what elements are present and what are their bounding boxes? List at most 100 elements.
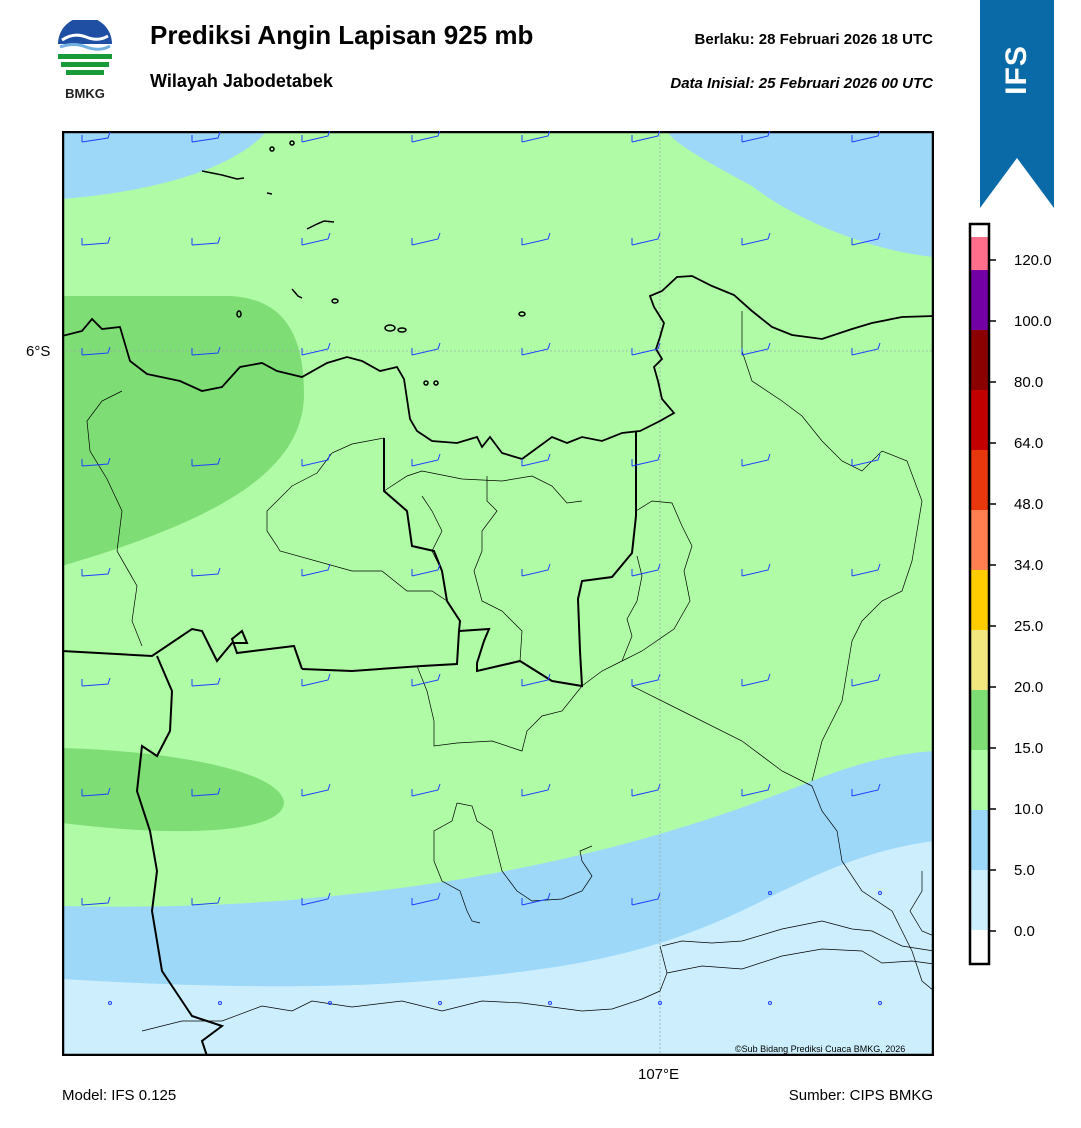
model-label: Model: IFS 0.125 bbox=[62, 1087, 177, 1104]
wind-barb bbox=[411, 131, 441, 143]
colorbar-bin bbox=[970, 750, 989, 810]
wind-barb bbox=[741, 563, 771, 577]
colorbar-bin bbox=[970, 870, 989, 930]
wind-barb bbox=[411, 673, 441, 687]
colorbar-bin bbox=[970, 570, 989, 630]
wind-barb bbox=[301, 563, 331, 577]
province-border-south bbox=[301, 630, 460, 673]
wind-barb bbox=[411, 783, 441, 797]
calm-wind-marker bbox=[658, 1001, 662, 1005]
wind-barb bbox=[741, 342, 771, 356]
wind-barb bbox=[631, 563, 661, 577]
region-subtitle: Wilayah Jabodetabek bbox=[150, 71, 333, 91]
wind-barb bbox=[301, 783, 331, 797]
district-boundaries bbox=[86, 311, 934, 1032]
wind-barb bbox=[851, 783, 881, 797]
colorbar-bin bbox=[970, 450, 989, 510]
colorbar-bin bbox=[970, 330, 989, 390]
wind-barbs bbox=[81, 131, 882, 1005]
wind-barb bbox=[191, 131, 221, 143]
wind-barb bbox=[521, 342, 551, 356]
colorbar-tick-label: 15.0 bbox=[1014, 740, 1043, 757]
wind-barb bbox=[81, 457, 111, 467]
wind-barb bbox=[81, 131, 111, 143]
wind-barb bbox=[521, 892, 551, 906]
colorbar-bin bbox=[970, 690, 989, 750]
map-frame bbox=[62, 131, 934, 1056]
wind-barb bbox=[301, 453, 331, 467]
wind-barb bbox=[521, 131, 551, 143]
calm-wind-marker bbox=[768, 1001, 772, 1005]
wind-barb bbox=[521, 563, 551, 577]
wind-barb bbox=[191, 896, 221, 906]
wind-zone-light-topleft bbox=[62, 131, 267, 199]
wind-map bbox=[62, 131, 934, 1056]
wind-zone-fresh-1 bbox=[62, 296, 304, 566]
wind-barb bbox=[851, 232, 881, 246]
wind-barb bbox=[411, 342, 441, 356]
wind-barb bbox=[851, 673, 881, 687]
logo-text: BMKG bbox=[65, 86, 105, 101]
thousand-islands bbox=[201, 140, 526, 386]
colorbar-bin bbox=[970, 237, 989, 270]
calm-wind-marker bbox=[108, 1001, 112, 1005]
colorbar-bin bbox=[970, 810, 989, 870]
bmkg-logo-icon bbox=[52, 17, 118, 102]
wind-barb bbox=[301, 673, 331, 687]
wind-barb bbox=[631, 783, 661, 797]
colorbar-bin bbox=[970, 270, 989, 330]
wind-barb bbox=[191, 346, 221, 356]
wind-barb bbox=[851, 342, 881, 356]
wind-barb bbox=[741, 673, 771, 687]
wind-barb bbox=[521, 673, 551, 687]
calm-wind-marker bbox=[878, 1001, 882, 1005]
colorbar-tick-label: 20.0 bbox=[1014, 679, 1043, 696]
wind-barb bbox=[81, 896, 111, 906]
colorbar-bin bbox=[970, 630, 989, 690]
calm-wind-marker bbox=[878, 891, 882, 895]
wind-barb bbox=[301, 342, 331, 356]
wind-barb bbox=[191, 236, 221, 246]
wind-barb bbox=[301, 131, 331, 143]
wind-barb bbox=[631, 342, 661, 356]
wind-barb bbox=[81, 677, 111, 687]
colorbar-bin bbox=[970, 510, 989, 570]
colorbar-tick-label: 120.0 bbox=[1014, 252, 1052, 269]
wind-barb bbox=[191, 567, 221, 577]
colorbar-tick-label: 100.0 bbox=[1014, 313, 1052, 330]
province-border bbox=[383, 431, 637, 688]
wind-barb bbox=[81, 236, 111, 246]
colorbar-tick-label: 64.0 bbox=[1014, 435, 1043, 452]
colorbar-tick-label: 25.0 bbox=[1014, 618, 1043, 635]
colorbar-tick-label: 80.0 bbox=[1014, 374, 1043, 391]
wind-barb bbox=[741, 453, 771, 467]
wind-barb bbox=[411, 453, 441, 467]
wind-barb bbox=[741, 232, 771, 246]
wind-barb bbox=[191, 677, 221, 687]
wind-barb bbox=[81, 787, 111, 797]
wind-barb bbox=[191, 457, 221, 467]
calm-wind-marker bbox=[548, 1001, 552, 1005]
colorbar-tick-label: 48.0 bbox=[1014, 496, 1043, 513]
valid-time: Berlaku: 28 Februari 2026 18 UTC bbox=[694, 31, 933, 48]
wind-barb bbox=[81, 346, 111, 356]
page-title: Prediksi Angin Lapisan 925 mb bbox=[150, 20, 534, 50]
source-label: Sumber: CIPS BMKG bbox=[788, 1087, 933, 1104]
wind-barb bbox=[521, 453, 551, 467]
wind-barb bbox=[411, 232, 441, 246]
wind-zone-light-topright bbox=[667, 131, 934, 257]
wind-barb bbox=[741, 783, 771, 797]
calm-wind-marker bbox=[438, 1001, 442, 1005]
lat-label: 6°S bbox=[26, 343, 51, 360]
wind-barb bbox=[851, 453, 881, 467]
wind-barb bbox=[301, 892, 331, 906]
wind-zone-calm bbox=[62, 841, 934, 1056]
calm-wind-marker bbox=[328, 1001, 332, 1005]
wind-barb bbox=[191, 787, 221, 797]
wind-barb bbox=[411, 892, 441, 906]
wind-barb bbox=[631, 892, 661, 906]
wind-zone-fresh-2 bbox=[62, 748, 284, 832]
colorbar-tick-label: 0.0 bbox=[1014, 923, 1035, 940]
calm-wind-marker bbox=[218, 1001, 222, 1005]
colorbar-tick-label: 10.0 bbox=[1014, 801, 1043, 818]
